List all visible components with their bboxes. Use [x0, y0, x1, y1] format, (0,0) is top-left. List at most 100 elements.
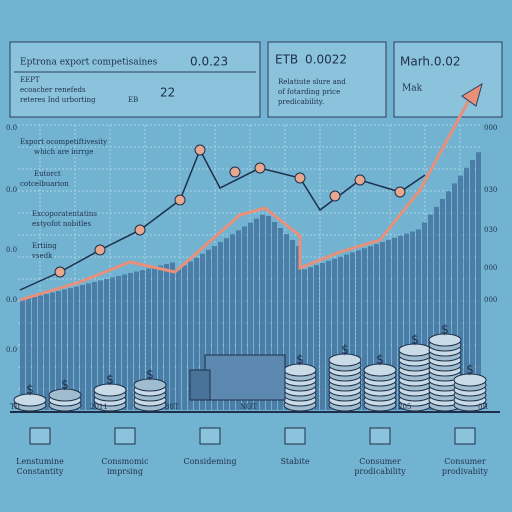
x-label: NOT: [240, 403, 257, 411]
bar: [404, 233, 409, 410]
footer-label: Consumer: [444, 457, 486, 466]
y-label: 0.0: [6, 124, 17, 132]
bar: [302, 269, 307, 410]
panel-title: Marh.0.02: [400, 55, 461, 69]
bar: [110, 277, 115, 410]
bar: [464, 167, 469, 410]
bar: [470, 160, 475, 410]
chart-label: cotcelbuarion: [20, 180, 69, 188]
coins: $ $ $ $ $ $ $ $ $ $: [13, 323, 487, 412]
bar: [26, 298, 31, 410]
bar: [338, 256, 343, 410]
icon: [114, 427, 136, 445]
bar: [368, 246, 373, 410]
x-label: 30T: [165, 403, 179, 411]
bar: [74, 286, 79, 410]
bar: [68, 288, 73, 410]
coin-symbol: $: [341, 343, 349, 357]
panel-line: ecoacher renefeds: [20, 86, 86, 94]
y2-label: 000: [484, 296, 497, 304]
coin: [93, 383, 127, 397]
bar: [326, 260, 331, 410]
bar: [158, 265, 163, 410]
bar: [458, 175, 463, 410]
badge: EB: [128, 96, 138, 104]
footer-label: Constantity: [17, 467, 64, 476]
chart-label: which are inrrge: [34, 148, 93, 156]
panel-value: 0.0.23: [190, 55, 228, 69]
panel: [9, 41, 261, 118]
coin-symbol: $: [376, 353, 384, 367]
bar: [242, 226, 247, 410]
coin-symbol: $: [146, 368, 154, 382]
bar: [428, 214, 433, 410]
coin: [363, 363, 397, 377]
bar: [476, 152, 481, 410]
chart-label: Eutorct: [34, 170, 61, 178]
coin: [328, 353, 362, 367]
bar: [452, 183, 457, 410]
y2-label: 000: [484, 124, 497, 132]
bar: [50, 292, 55, 410]
markers: [54, 144, 406, 278]
bar: [410, 231, 415, 410]
bar: [308, 267, 313, 410]
coin-symbol: $: [466, 363, 474, 377]
bar: [416, 229, 421, 410]
footer-label: prodicability: [354, 467, 406, 476]
y-label: 0.0: [6, 186, 17, 194]
panel-line: Mak: [402, 84, 423, 94]
coin-symbol: $: [441, 323, 449, 337]
coin: [133, 378, 167, 392]
panel-line: predicability.: [278, 98, 324, 106]
panel-line: EEPT: [20, 76, 40, 84]
marker: [174, 194, 186, 206]
icon: [454, 427, 476, 445]
bar: [236, 230, 241, 410]
bar: [134, 271, 139, 410]
panel-title: Eptrona export competisaines: [20, 58, 158, 68]
bar: [20, 300, 25, 410]
bar: [248, 222, 253, 410]
bar: [278, 228, 283, 410]
bar: [56, 291, 61, 410]
y2-label: 030: [484, 226, 497, 234]
bar: [164, 264, 169, 410]
bar: [86, 283, 91, 410]
marker: [54, 266, 66, 278]
icon: [284, 427, 306, 445]
chart-label: extyofot nobitles: [32, 220, 92, 228]
coin-symbol: $: [106, 373, 114, 387]
chart-label: Ertiing: [32, 242, 57, 250]
bar: [38, 295, 43, 410]
bar: [392, 237, 397, 410]
footer-label: imprsing: [107, 467, 143, 476]
marker: [354, 174, 366, 186]
chart-label: Export ocompetiftivesity: [20, 138, 107, 146]
coin: [13, 393, 47, 407]
x-label: 0II: [478, 403, 488, 411]
y2-label: 000: [484, 264, 497, 272]
bar: [62, 289, 67, 410]
coin-symbol: $: [296, 353, 304, 367]
footer-label: Consmomic: [101, 457, 149, 466]
bar: [146, 268, 151, 410]
bar: [176, 269, 181, 410]
coin-symbol: $: [26, 383, 34, 397]
bar: [128, 273, 133, 410]
footer-label: Stabite: [280, 457, 309, 466]
icon: [369, 427, 391, 445]
bar: [362, 248, 367, 410]
coin: [48, 388, 82, 402]
coin: [428, 333, 462, 347]
footer-label: Consideming: [183, 457, 236, 466]
bar: [206, 249, 211, 410]
marker: [194, 144, 206, 156]
panel-title: ETB: [275, 53, 298, 67]
panel-line: reteres Ind urborting: [20, 96, 96, 104]
y2-label: 030: [484, 186, 497, 194]
bar: [32, 297, 37, 410]
icon: [199, 427, 221, 445]
